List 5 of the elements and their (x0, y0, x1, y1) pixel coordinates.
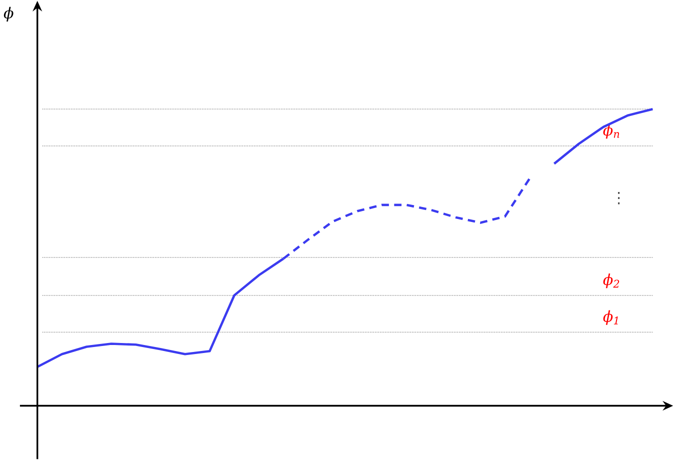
ref-line-label: ϕ$_{1}$ (603, 310, 618, 325)
text: ϕ (4, 6, 14, 22)
ref-line-label: ϕ$_{2}$ (603, 274, 620, 288)
ref-line-label: ϕ$_{n}$ (603, 124, 620, 139)
annotation: ⋮ (618, 192, 620, 204)
